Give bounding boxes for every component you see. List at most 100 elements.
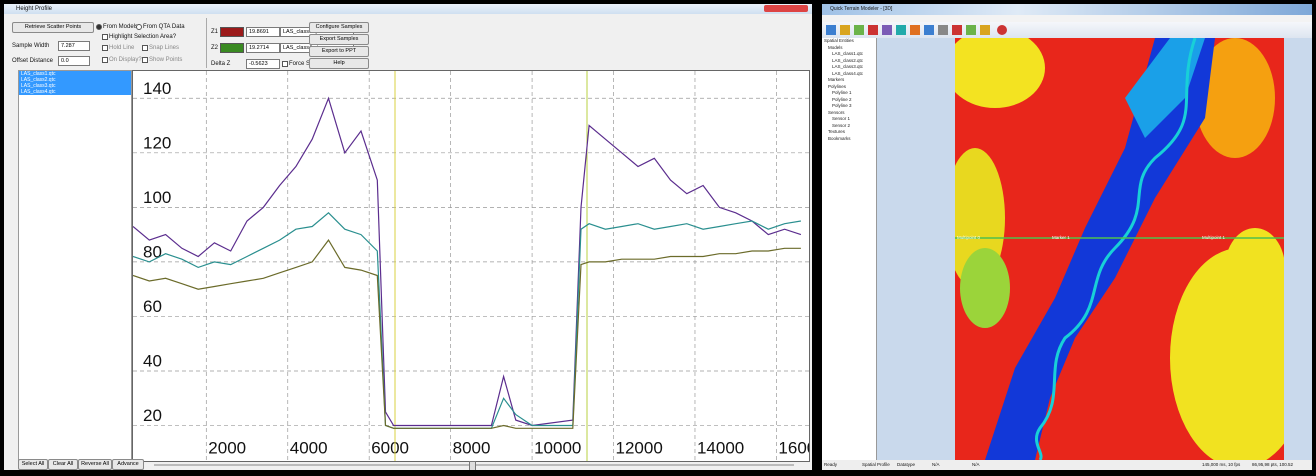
x-tick-label: 16000 (778, 438, 810, 457)
toolbar (822, 22, 1312, 38)
tree-item[interactable]: Polyline 1 (832, 90, 852, 95)
label: Z1 (211, 29, 219, 35)
y-tick-label: 140 (143, 79, 171, 98)
terrain-modeler-window: Quick Terrain Modeler - [3D] FileEditAna… (822, 4, 1312, 470)
bottom-button[interactable]: Select All (18, 459, 48, 470)
value-box: 19.2714 (246, 43, 280, 53)
profile-line (133, 211, 801, 429)
action-button[interactable]: Help (309, 58, 369, 69)
checkbox[interactable] (102, 45, 108, 51)
height-profile-window: Height Profile Retrieve Scatter Points S… (4, 4, 812, 470)
toolbar-icons[interactable] (822, 22, 1022, 38)
profile-line (133, 96, 802, 427)
y-tick-label: 20 (143, 406, 162, 425)
label: Sample Width (12, 43, 50, 49)
tree-item[interactable]: Sensor 1 (832, 116, 851, 121)
list-item[interactable]: LAS_class1.qtc (19, 71, 131, 77)
action-button[interactable]: Export Samples (309, 34, 369, 45)
checkbox[interactable] (102, 34, 108, 40)
status-field: Ready (824, 462, 838, 467)
map-label: Marker 1 (1052, 235, 1070, 240)
title-bar (4, 4, 812, 14)
label: Snap Lines (149, 45, 180, 51)
input[interactable]: 0.0 (58, 56, 90, 66)
label: Delta Z (211, 61, 231, 67)
value-box: 19.8691 (246, 27, 280, 37)
tree-item[interactable]: LAS_class3.qtc (832, 64, 864, 69)
label: Offset Distance (12, 58, 53, 64)
title-bar (822, 4, 1312, 15)
terrain-map (955, 38, 1284, 460)
file-list: LAS_class1.qtc LAS_class2.qtc LAS_class3.q… (18, 70, 132, 462)
x-tick-label: 12000 (616, 438, 663, 457)
bottom-button[interactable]: Advance (112, 459, 144, 470)
checkbox[interactable] (282, 61, 288, 67)
tree-item[interactable]: Textures (828, 129, 846, 134)
tree-item[interactable]: Sensors (828, 109, 845, 115)
tree-item[interactable]: Polyline 2 (832, 96, 852, 102)
profile-line (133, 239, 801, 429)
list-item[interactable]: LAS_class2.qtc (19, 77, 131, 83)
radio[interactable] (96, 24, 102, 30)
input[interactable]: 7.287 (58, 41, 90, 51)
tree-item[interactable]: Models (828, 44, 843, 50)
x-tick-label: 10000 (534, 438, 581, 457)
status-field: N/A (972, 462, 980, 467)
bottom-button[interactable]: Reverse All (78, 459, 112, 470)
window-controls[interactable] (764, 5, 808, 12)
x-tick-label: 6000 (371, 438, 409, 457)
value-box: -0.5623 (246, 59, 280, 69)
checkbox[interactable] (102, 57, 108, 63)
label: Z2 (211, 45, 219, 51)
label: On Display? (109, 57, 142, 63)
y-tick-label: 120 (143, 133, 171, 152)
profile-chart: 20 40 60 80 100 120 140 2000 4000 6000 8000 10000 12… (132, 70, 810, 462)
status-field: Datatype (897, 462, 916, 467)
window-title: Height Profile (16, 6, 53, 12)
menu-bar: FileEditAnalysisExportModulesModelsDispl… (822, 15, 1312, 29)
label: From QTA Data (143, 24, 185, 30)
separator (206, 18, 207, 68)
label: Show Points (149, 57, 183, 63)
tree-item[interactable]: Spatial Entities (824, 38, 854, 43)
color-swatch[interactable] (220, 27, 244, 37)
window-title: Quick Terrain Modeler - [3D] (830, 6, 893, 12)
y-tick-label: 100 (143, 188, 171, 207)
x-tick-label: 8000 (453, 438, 491, 457)
radio[interactable] (136, 24, 142, 30)
tree-item[interactable]: Sensor 2 (832, 122, 851, 128)
status-field: 86,95,98 pts, 100.52 (1252, 462, 1294, 467)
tree-item[interactable]: Polylines (828, 83, 847, 89)
map-label: Multipoint 0 (957, 235, 981, 240)
y-tick-label: 80 (143, 242, 162, 261)
retrieve-button[interactable]: Retrieve Scatter Points (12, 22, 94, 33)
tree-item[interactable]: Bookmarks (828, 135, 851, 141)
list-item[interactable]: LAS_class3.qtc (19, 83, 131, 89)
map-label: Multipoint 1 (1202, 235, 1226, 240)
y-tick-label: 40 (143, 351, 162, 370)
tree-item[interactable]: Markers (828, 77, 845, 82)
status-bar: Ready Spatial Profile Datatype N/A N/A 145,00… (822, 460, 1312, 470)
color-swatch[interactable] (220, 43, 244, 53)
status-field: 145,000 ms, 10 fps (1202, 462, 1241, 467)
label: From Models (103, 24, 139, 30)
tree-item[interactable]: LAS_class1.qtc (832, 51, 864, 56)
action-button[interactable]: Configure Samples (309, 22, 369, 33)
tree-panel: Spatial Entities Models LAS_class1.qtc LAS_… (822, 38, 877, 460)
list-item[interactable]: LAS_class4.qtc (19, 89, 131, 95)
tree-item[interactable]: LAS_class2.qtc (832, 57, 864, 63)
status-field: N/A (932, 462, 940, 467)
checkbox[interactable] (142, 57, 148, 63)
label: Hold Line (109, 45, 135, 51)
x-tick-label: 14000 (697, 438, 744, 457)
label: Highlight Selection Area? (109, 34, 177, 40)
slider-thumb[interactable] (469, 461, 476, 470)
checkbox[interactable] (142, 45, 148, 51)
status-field: Spatial Profile (862, 462, 890, 467)
x-tick-label: 4000 (290, 438, 328, 457)
action-button[interactable]: Export to PPT (309, 46, 369, 57)
tree-item[interactable]: LAS_class4.qtc (832, 70, 864, 76)
tree-item[interactable]: Polyline 3 (832, 103, 852, 108)
bottom-button[interactable]: Clear All (48, 459, 78, 470)
